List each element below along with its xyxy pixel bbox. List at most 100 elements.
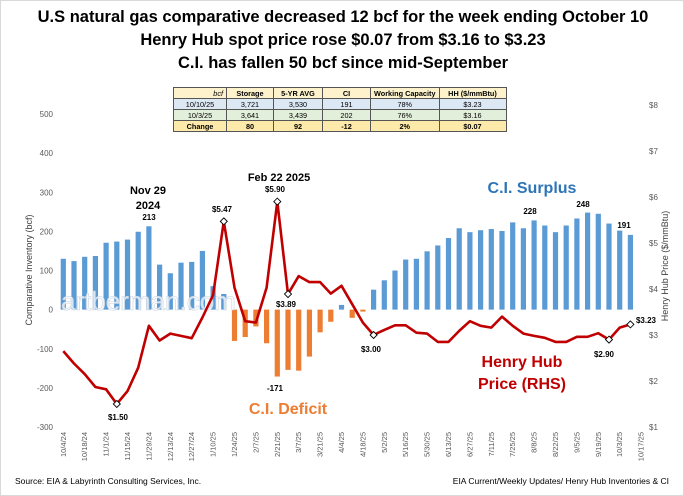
ci-bar — [317, 309, 323, 333]
ci-bar — [253, 309, 259, 327]
x-tick-label: 10/17/25 — [637, 432, 646, 461]
x-tick-label: 9/19/25 — [594, 432, 603, 457]
henry-hub-label-line1: Henry Hub — [482, 354, 563, 371]
y-tick-label: -300 — [37, 423, 54, 432]
x-tick-label: 10/4/24 — [59, 432, 68, 457]
data-label-5-90: $5.90 — [265, 185, 286, 194]
cell: 2% — [370, 120, 440, 132]
price-marker — [112, 399, 121, 409]
x-tick-label: 11/1/24 — [102, 432, 111, 456]
cell: 3,721 — [226, 98, 274, 110]
credit-note: EIA Current/Weekly Updates/ Henry Hub In… — [452, 476, 669, 486]
y2-tick-label: $7 — [649, 147, 658, 156]
x-tick-label: 7/25/25 — [508, 432, 517, 457]
storage-summary-table: bcf Storage 5-YR AVG CI Working Capacity… — [173, 87, 507, 132]
cell: 10/3/25 — [173, 109, 227, 121]
price-marker — [626, 320, 635, 329]
y2-axis-title: Henry Hub Price ($/mmBtu) — [660, 211, 670, 322]
price-marker — [219, 217, 228, 226]
cell: 92 — [273, 120, 323, 132]
henry-hub-label-line2: Price (RHS) — [478, 376, 566, 393]
cell: $0.07 — [438, 120, 507, 132]
ci-bar — [221, 293, 227, 310]
ci-bar — [167, 273, 173, 310]
x-tick-label: 2/7/25 — [251, 432, 260, 453]
y2-tick-label: $8 — [649, 101, 658, 110]
ci-bar — [103, 242, 109, 310]
data-label-3-23: $3.23 — [636, 316, 657, 325]
ci-bar — [231, 309, 238, 341]
cell: Change — [173, 120, 227, 132]
ci-bar — [338, 304, 345, 310]
ci-bar — [424, 251, 430, 310]
data-label-2-90: $2.90 — [594, 350, 615, 359]
annotation-2024: 2024 — [136, 200, 161, 212]
ci-bar — [360, 309, 366, 312]
x-tick-label: 6/13/25 — [444, 432, 453, 457]
ci-bar — [392, 270, 398, 310]
x-tick-label: 8/8/25 — [530, 432, 539, 453]
source-note: Source: EIA & Labyrinth Consulting Servi… — [15, 476, 202, 486]
ci-bar — [617, 230, 623, 310]
table-row: 10/3/25 3,641 3,439 202 76% $3.16 — [173, 109, 507, 121]
ci-bar — [178, 262, 184, 310]
ci-bar — [71, 261, 77, 310]
x-tick-label: 7/11/25 — [487, 432, 496, 456]
y-tick-label: -200 — [37, 384, 54, 393]
ci-bar — [296, 309, 302, 371]
ci-bar — [371, 289, 377, 310]
deficit-label: C.I. Deficit — [249, 401, 328, 418]
price-marker — [369, 330, 378, 340]
x-tick-label: 12/13/24 — [166, 432, 175, 461]
header-cell: CI — [322, 87, 371, 99]
ci-bar — [306, 309, 312, 357]
y-tick-label: 500 — [40, 110, 54, 119]
y-axis-title: Comparative Inventory (bcf) — [24, 214, 34, 325]
surplus-label: C.I. Surplus — [488, 180, 577, 197]
ci-bar — [135, 231, 141, 310]
ci-bar — [488, 229, 494, 310]
ci-bar — [542, 225, 548, 310]
ci-bar — [285, 309, 291, 370]
ci-bar — [435, 245, 441, 310]
ci-bar — [510, 222, 516, 310]
y-tick-label: 0 — [49, 306, 54, 315]
price-marker — [604, 335, 614, 344]
ci-bar — [627, 234, 633, 310]
x-tick-label: 5/2/25 — [380, 432, 389, 453]
x-tick-label: 5/30/25 — [423, 432, 432, 457]
ci-bar — [124, 239, 131, 310]
data-label-213: 213 — [142, 213, 156, 222]
x-tick-label: 9/5/25 — [572, 432, 581, 453]
ci-bar — [445, 238, 452, 310]
ci-bar — [274, 309, 280, 377]
y2-tick-label: $3 — [649, 331, 658, 340]
data-label-minus-171: -171 — [267, 384, 284, 393]
data-label-3-89: $3.89 — [276, 300, 297, 309]
ci-bar — [242, 309, 248, 338]
ci-bar — [520, 228, 526, 310]
ci-bar — [60, 258, 66, 310]
x-tick-label: 6/27/25 — [465, 432, 474, 457]
ci-bar — [606, 223, 612, 310]
x-tick-label: 10/18/24 — [80, 432, 89, 461]
ci-bar — [199, 250, 205, 310]
x-tick-label: 5/16/25 — [401, 432, 410, 457]
y2-tick-label: $6 — [649, 193, 658, 202]
x-tick-label: 1/24/25 — [230, 432, 239, 457]
x-tick-label: 2/21/25 — [273, 432, 282, 457]
cell: -12 — [322, 120, 371, 132]
x-tick-label: 10/3/25 — [615, 432, 624, 457]
ci-bar — [381, 280, 387, 310]
price-marker — [283, 289, 293, 299]
x-tick-label: 3/7/25 — [294, 432, 303, 453]
price-marker — [273, 197, 282, 206]
annotation-nov29: Nov 29 — [130, 185, 166, 197]
data-label-248: 248 — [576, 200, 590, 209]
annotation-feb22: Feb 22 2025 — [248, 172, 310, 184]
title-line-3: C.I. has fallen 50 bcf since mid-Septemb… — [177, 54, 509, 72]
x-tick-label: 4/18/25 — [358, 432, 367, 457]
ci-bar — [499, 230, 505, 310]
